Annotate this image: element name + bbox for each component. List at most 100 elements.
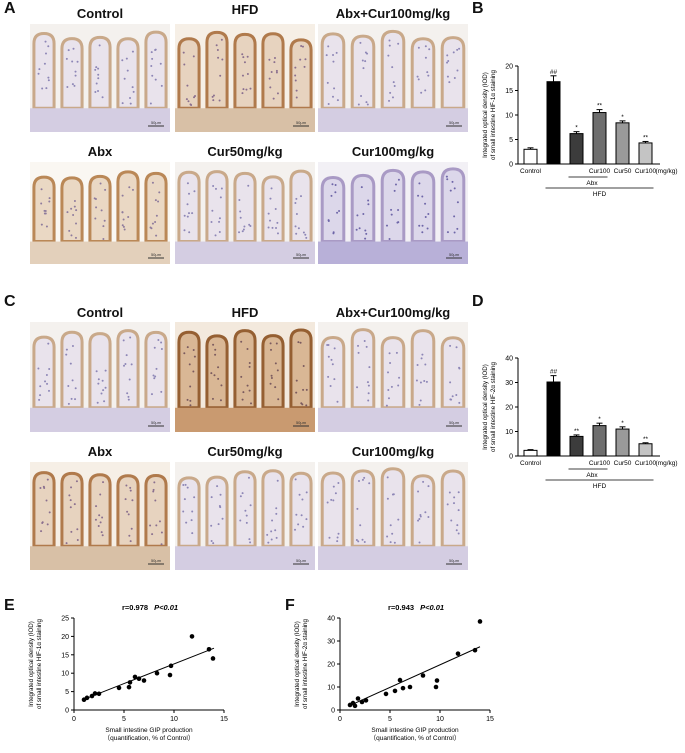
nucleus xyxy=(334,191,337,194)
y-tick-label: 5 xyxy=(65,689,69,696)
nucleus xyxy=(426,227,429,230)
nucleus xyxy=(337,532,340,535)
nucleus xyxy=(359,41,362,44)
nucleus xyxy=(129,540,132,543)
correlation-r: r=0.943 xyxy=(388,603,414,612)
nucleus xyxy=(424,363,427,366)
nucleus xyxy=(456,69,459,72)
y-tick-label: 15 xyxy=(505,88,513,95)
nucleus xyxy=(67,402,70,405)
nucleus xyxy=(39,486,42,489)
y-axis-label-line: Integrated optical density (IOD) xyxy=(482,72,489,158)
nucleus xyxy=(357,540,360,543)
nucleus xyxy=(67,384,70,387)
nucleus xyxy=(214,187,217,190)
nucleus xyxy=(153,481,156,484)
nucleus xyxy=(249,224,252,227)
nucleus xyxy=(336,540,339,543)
nucleus xyxy=(76,539,79,542)
nucleus xyxy=(151,222,154,225)
nucleus xyxy=(419,515,422,518)
villus xyxy=(116,37,140,110)
data-point xyxy=(434,678,440,683)
villus xyxy=(261,175,285,244)
y-tick-label: 20 xyxy=(505,405,513,412)
nucleus xyxy=(331,363,334,366)
villus xyxy=(380,29,406,110)
nucleus xyxy=(160,531,163,534)
nucleus xyxy=(45,499,48,502)
nucleus xyxy=(98,514,101,517)
nucleus xyxy=(445,175,448,178)
nucleus xyxy=(74,398,77,401)
nucleus xyxy=(249,504,252,507)
x-tick-label: 10 xyxy=(170,716,178,723)
data-point xyxy=(359,699,365,705)
nucleus xyxy=(48,368,51,371)
data-point xyxy=(136,676,142,682)
data-point xyxy=(397,677,403,683)
nucleus xyxy=(274,386,277,389)
nucleus xyxy=(456,227,459,230)
nucleus xyxy=(417,519,420,522)
nucleus xyxy=(42,485,45,488)
nucleus xyxy=(274,362,277,365)
panel-letter-b: B xyxy=(472,0,484,17)
nucleus xyxy=(152,488,155,491)
nucleus xyxy=(186,182,189,185)
nucleus xyxy=(241,74,244,77)
nucleus xyxy=(397,384,400,387)
nucleus xyxy=(368,366,371,369)
nucleus xyxy=(355,228,358,231)
nucleus xyxy=(128,186,131,189)
nucleus xyxy=(326,81,329,84)
nucleus xyxy=(188,363,191,366)
nucleus xyxy=(185,521,188,524)
nucleus xyxy=(102,225,105,228)
nucleus xyxy=(65,348,68,351)
data-point xyxy=(477,619,483,624)
nucleus xyxy=(453,215,456,218)
nucleus xyxy=(297,227,300,230)
scale-bar-label: 50μm xyxy=(151,120,162,125)
unit-label: (mg/kg) xyxy=(656,168,678,175)
data-point xyxy=(168,663,174,669)
nucleus xyxy=(221,58,224,61)
data-point xyxy=(116,685,122,691)
nucleus xyxy=(294,225,297,228)
y-tick-label: 15 xyxy=(61,652,69,659)
nucleus xyxy=(70,530,73,533)
nucleus xyxy=(336,99,339,102)
nucleus xyxy=(241,53,244,56)
nucleus xyxy=(360,94,363,97)
nucleus xyxy=(160,390,163,393)
nucleus xyxy=(128,534,131,537)
nucleus xyxy=(71,345,74,348)
micrograph-image: 50μm xyxy=(175,24,315,132)
y-tick-label: 20 xyxy=(327,662,335,669)
nucleus xyxy=(129,102,132,105)
nucleus xyxy=(182,51,185,54)
bar xyxy=(615,122,630,165)
submucosa xyxy=(175,241,315,264)
villus xyxy=(410,170,436,244)
micrograph-title: Control xyxy=(76,305,124,320)
nucleus xyxy=(124,362,127,365)
nucleus xyxy=(183,63,186,66)
nucleus xyxy=(100,531,103,534)
nucleus xyxy=(190,519,193,522)
nucleus xyxy=(449,381,452,384)
micrograph-title: HFD xyxy=(231,305,259,320)
nucleus xyxy=(97,67,100,70)
nucleus xyxy=(418,541,421,544)
nucleus xyxy=(104,188,107,191)
y-tick-label: 0 xyxy=(65,708,69,715)
nucleus xyxy=(242,228,245,231)
nucleus xyxy=(427,516,430,519)
nucleus xyxy=(387,54,390,57)
nucleus xyxy=(272,97,275,100)
nucleus xyxy=(421,224,424,227)
x-axis-label: Small intestine GIP production xyxy=(105,727,193,734)
nucleus xyxy=(47,342,50,345)
nucleus xyxy=(270,374,273,377)
